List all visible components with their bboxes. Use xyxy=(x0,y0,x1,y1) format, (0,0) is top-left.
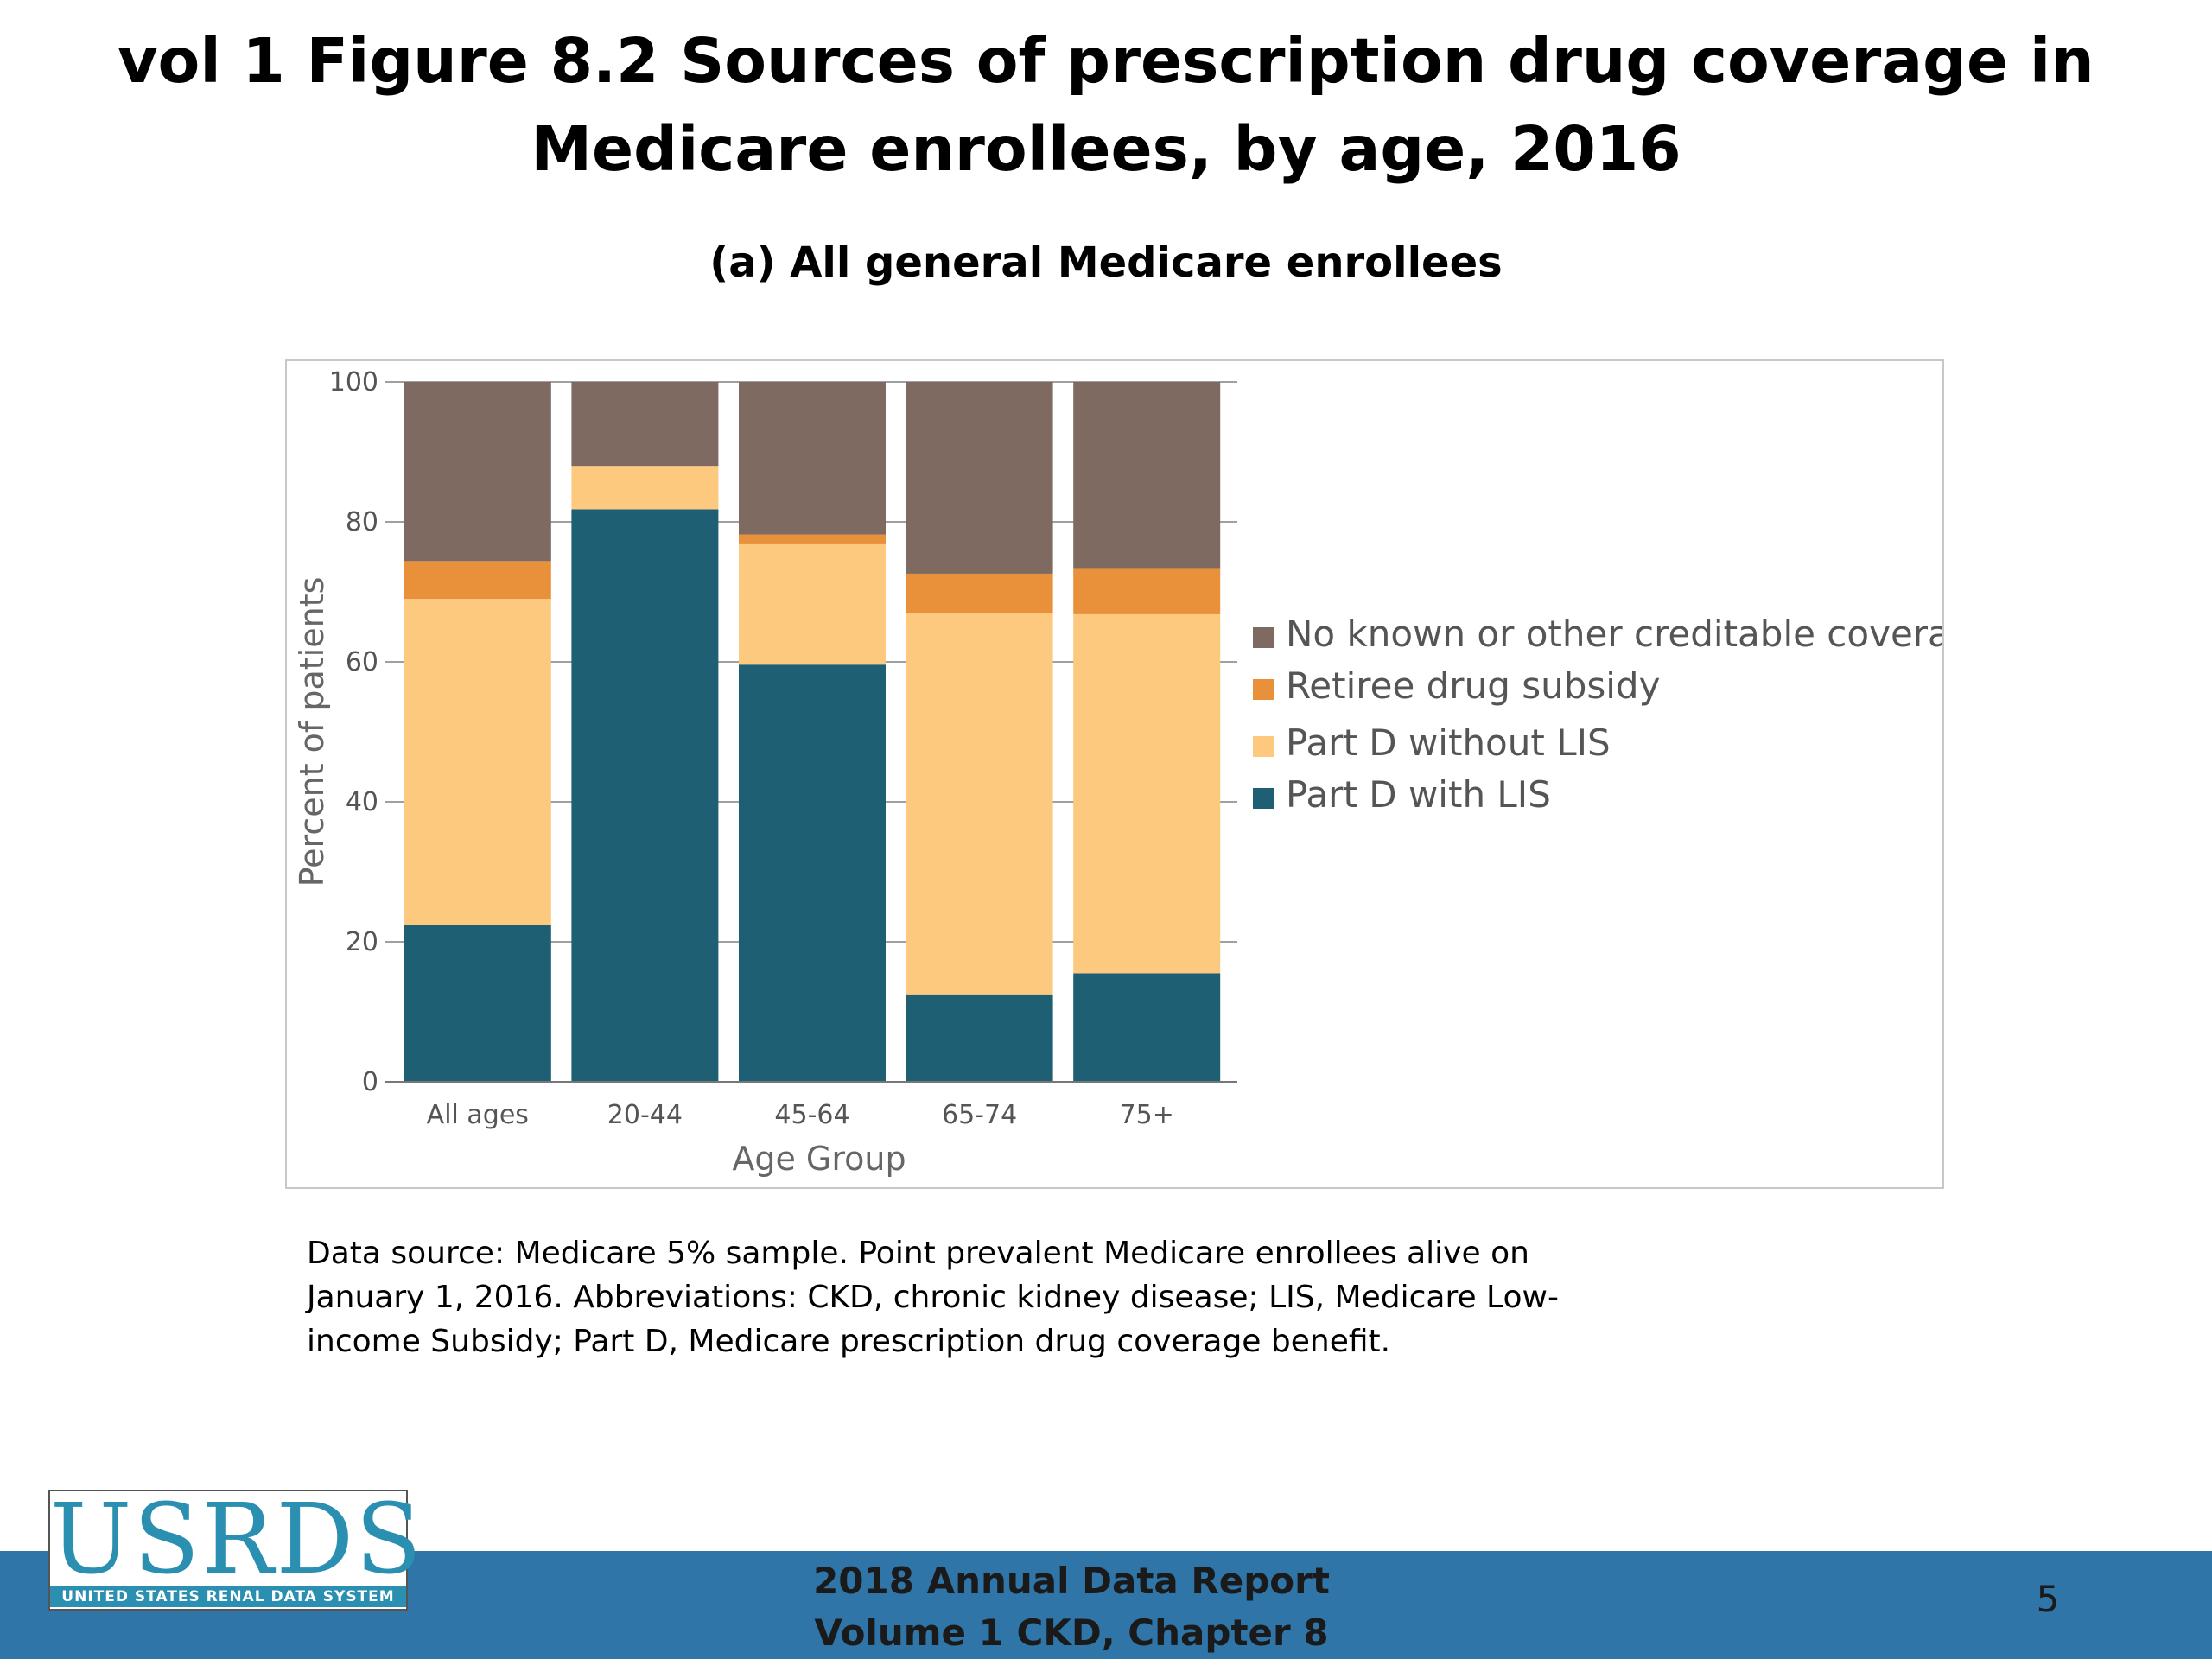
bar-segment xyxy=(404,382,551,562)
bar-segment xyxy=(739,543,886,665)
legend-swatch xyxy=(1253,736,1274,757)
bar-segment xyxy=(571,509,719,1082)
usrds-logo: USRDS UNITED STATES RENAL DATA SYSTEM xyxy=(48,1484,423,1611)
chart-subtitle: (a) All general Medicare enrollees xyxy=(709,238,1503,287)
x-axis-label: Age Group xyxy=(732,1140,906,1178)
x-tick-label: 65-74 xyxy=(942,1100,1017,1130)
bar-segment xyxy=(1073,568,1221,614)
footer-line-1: 2018 Annual Data Report xyxy=(813,1560,1330,1602)
y-tick-label: 80 xyxy=(346,507,378,537)
legend-swatch xyxy=(1253,788,1274,809)
legend-label: No known or other creditable coverage xyxy=(1286,613,1942,655)
logo-wordmark: USRDS xyxy=(50,1484,423,1596)
bar-segment xyxy=(571,466,719,510)
legend-label: Part D with LIS xyxy=(1286,773,1551,816)
y-tick-label: 100 xyxy=(329,367,378,397)
footer-text: 2018 Annual Data Report Volume 1 CKD, Ch… xyxy=(0,1555,2143,1659)
bar-segment xyxy=(906,573,1053,613)
y-tick-label: 40 xyxy=(346,787,378,817)
logo-tagline: UNITED STATES RENAL DATA SYSTEM xyxy=(50,1586,406,1607)
bar-segment xyxy=(404,925,551,1082)
bar-segment xyxy=(404,599,551,925)
page-title: vol 1 Figure 8.2 Sources of prescription… xyxy=(118,25,2094,185)
page-number: 5 xyxy=(2036,1578,2060,1620)
x-tick-label: 45-64 xyxy=(774,1100,849,1130)
y-axis-label: Percent of patients xyxy=(293,577,331,887)
bar-segment xyxy=(906,613,1053,995)
bar-segment xyxy=(739,664,886,1082)
chart-frame: 0 20 40 60 80 100 All ages 20-44 45-64 65-74 75+ Ag… xyxy=(285,359,1944,1189)
bar-segment xyxy=(739,534,886,544)
bar-segment xyxy=(1073,382,1221,569)
legend-swatch xyxy=(1253,627,1274,648)
bar-segment xyxy=(571,382,719,467)
y-tick-label: 60 xyxy=(346,647,378,677)
legend-swatch xyxy=(1253,679,1274,700)
legend-label: Part D without LIS xyxy=(1286,721,1611,764)
bar-segment xyxy=(739,382,886,535)
x-tick-label: All ages xyxy=(427,1100,529,1130)
data-source-note: Data source: Medicare 5% sample. Point p… xyxy=(307,1236,1559,1359)
y-tick-label: 0 xyxy=(362,1067,378,1097)
stacked-bar-chart: 0 20 40 60 80 100 All ages 20-44 45-64 65-74 75+ Ag… xyxy=(293,367,1942,1178)
footer-line-2: Volume 1 CKD, Chapter 8 xyxy=(814,1611,1329,1654)
bar-segment xyxy=(906,994,1053,1082)
bar-segment xyxy=(1073,973,1221,1082)
bar-segment xyxy=(906,382,1053,574)
y-tick-label: 20 xyxy=(346,927,378,957)
x-tick-label: 75+ xyxy=(1120,1100,1174,1130)
bar-segment xyxy=(404,561,551,600)
bar-segment xyxy=(1073,613,1221,974)
x-tick-label: 20-44 xyxy=(607,1100,683,1130)
legend-label: Retiree drug subsidy xyxy=(1286,664,1660,707)
